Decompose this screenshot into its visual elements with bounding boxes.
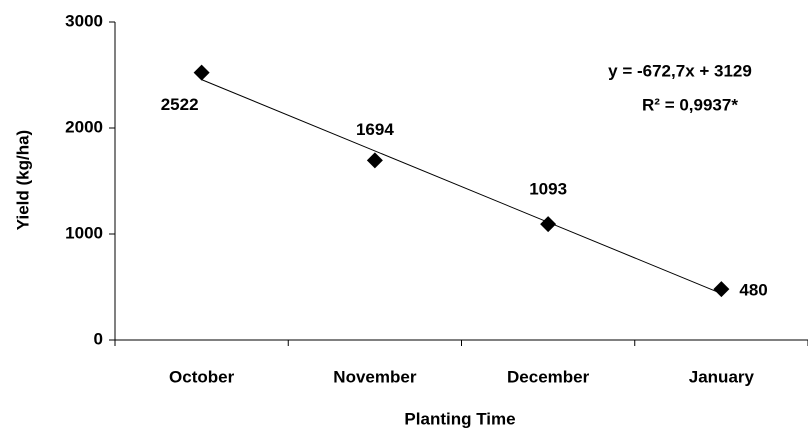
r-squared: R² = 0,9937*: [642, 95, 738, 114]
x-tick-label: December: [507, 367, 590, 386]
data-label: 1694: [356, 120, 394, 139]
marker: [540, 216, 557, 233]
y-tick-label: 2000: [65, 117, 103, 136]
marker: [193, 64, 210, 81]
data-label: 1093: [529, 180, 567, 199]
equation: y = -672,7x + 3129: [608, 61, 752, 80]
x-tick-label: January: [689, 367, 755, 386]
x-axis-title: Planting Time: [404, 409, 515, 428]
x-tick-label: October: [169, 367, 235, 386]
y-tick-label: 1000: [65, 223, 103, 242]
y-axis-title: Yield (kg/ha): [13, 130, 32, 230]
marker: [366, 152, 383, 169]
y-tick-label: 0: [94, 329, 103, 348]
data-label: 480: [739, 281, 767, 300]
x-tick-label: November: [333, 367, 417, 386]
data-label: 2522: [161, 95, 199, 114]
y-tick-label: 3000: [65, 11, 103, 30]
marker: [713, 281, 730, 298]
trendline: [201, 79, 722, 295]
